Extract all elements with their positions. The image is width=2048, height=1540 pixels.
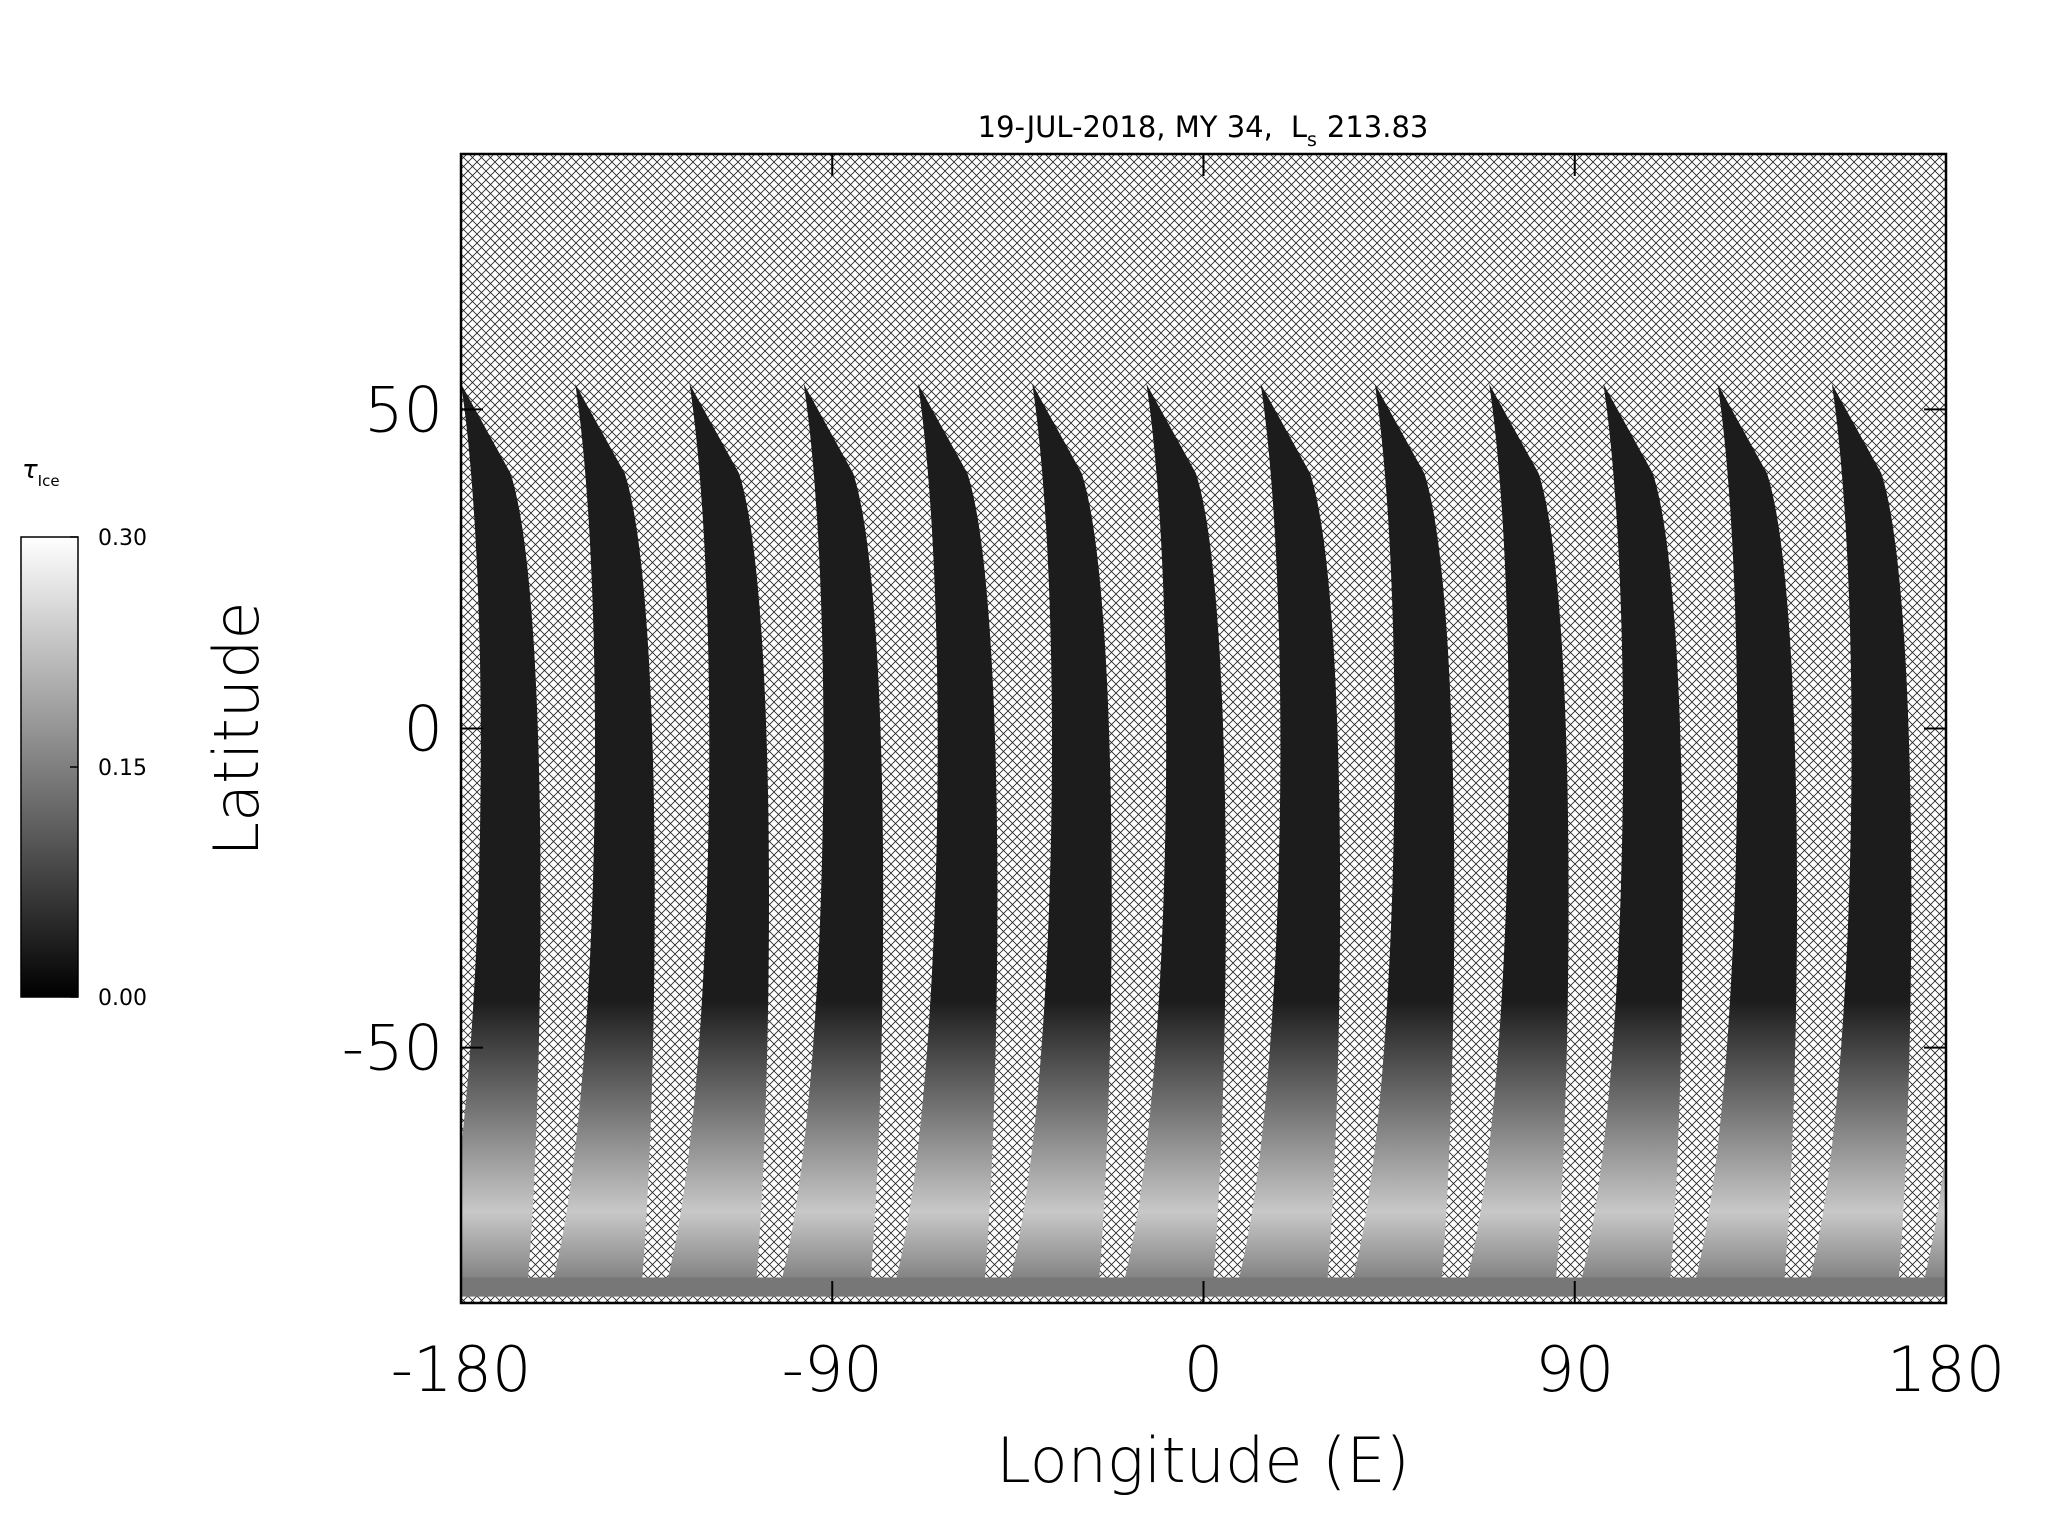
x-tick-label: 0 — [1184, 1333, 1223, 1406]
colorbar — [20, 536, 79, 998]
x-tick-label: -90 — [782, 1333, 883, 1406]
swath — [1464, 383, 1569, 1291]
x-tick-label: -180 — [391, 1333, 532, 1406]
colorbar-tau: τ — [22, 455, 38, 485]
y-axis-label: Latitude — [200, 601, 273, 856]
y-tick-label: 0 — [404, 693, 443, 766]
swath — [893, 383, 998, 1291]
swath — [550, 383, 655, 1291]
swath — [1350, 383, 1455, 1291]
title-ls-sub: s — [1307, 129, 1317, 151]
colorbar-tick-label: 0.15 — [98, 756, 147, 781]
title-ls-value: 213.83 — [1327, 110, 1428, 144]
swath — [778, 383, 884, 1291]
title-text: 19-JUL-2018, MY 34, — [978, 110, 1273, 144]
map-image — [322, 154, 1946, 1303]
y-tick-label: 50 — [364, 373, 443, 446]
swath — [1578, 383, 1683, 1291]
swath — [1807, 383, 1912, 1291]
chart-title: 19-JUL-2018, MY 34, Ls 213.83 — [978, 110, 1429, 151]
y-tick-label: -50 — [342, 1012, 443, 1085]
swath — [1121, 383, 1226, 1291]
swath — [1921, 383, 1946, 1291]
swath — [1692, 383, 1798, 1291]
colorbar-tau-sub: Ice — [38, 472, 60, 490]
colorbar-tick-label: 0.30 — [98, 526, 147, 551]
swath — [461, 383, 541, 1291]
swath — [1007, 383, 1112, 1291]
x-tick-label: 180 — [1887, 1333, 2005, 1406]
swath — [664, 383, 770, 1291]
colorbar-label: τIce — [22, 455, 60, 490]
x-axis-label: Longitude (E) — [996, 1424, 1409, 1497]
swath — [1235, 383, 1341, 1291]
swath — [322, 384, 426, 1290]
x-tick-label: 90 — [1535, 1333, 1614, 1406]
title-ls: L — [1291, 110, 1307, 144]
colorbar-tick-label: 0.00 — [98, 986, 147, 1011]
